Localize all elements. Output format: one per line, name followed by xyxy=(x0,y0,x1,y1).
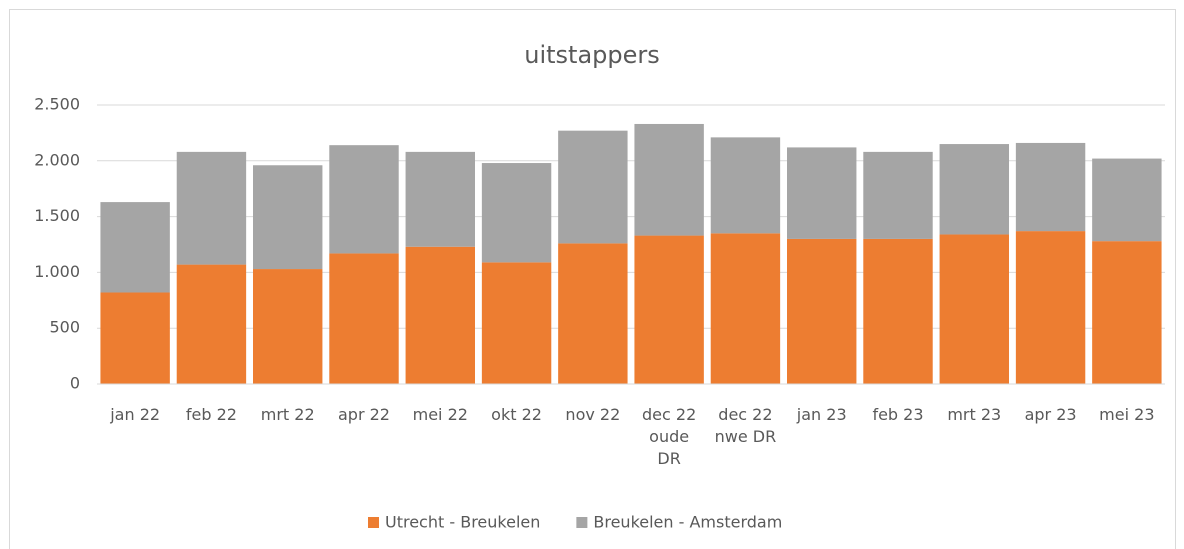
bar-segment xyxy=(253,165,323,270)
bar-segment xyxy=(176,151,247,265)
x-tick-label: feb 23 xyxy=(872,405,924,424)
x-tick-label: mrt 23 xyxy=(947,405,1002,424)
bar-segment xyxy=(1015,142,1086,232)
legend-swatch xyxy=(368,517,379,528)
y-tick-label: 1.000 xyxy=(34,262,80,281)
bar-segment xyxy=(253,269,323,384)
x-tick-label: okt 22 xyxy=(491,405,542,424)
bar-segment xyxy=(710,137,781,234)
bar-segment xyxy=(558,130,628,244)
bar-segment xyxy=(558,243,628,384)
bar-segment xyxy=(481,262,552,384)
bar-segment xyxy=(634,123,704,236)
x-tick-label: dec 22 nwe DR xyxy=(714,405,777,446)
y-tick-label: 0 xyxy=(70,374,80,393)
bar-segment xyxy=(863,238,933,384)
x-tick-label: dec 22 oude DR xyxy=(642,405,697,468)
bar-segment xyxy=(329,253,399,384)
bar-segment xyxy=(405,151,475,247)
x-tick-label: jan 22 xyxy=(110,405,161,424)
bar-segment xyxy=(1015,231,1086,384)
bar-segment xyxy=(1092,241,1162,384)
y-tick-label: 500 xyxy=(49,318,80,337)
x-tick-label: mei 23 xyxy=(1099,405,1155,424)
x-tick-label: nov 22 xyxy=(565,405,621,424)
legend-label: Utrecht - Breukelen xyxy=(385,513,540,532)
bar-segment xyxy=(176,264,247,384)
x-tick-label: apr 23 xyxy=(1024,405,1077,424)
bar-segment xyxy=(634,235,704,384)
legend-label: Breukelen - Amsterdam xyxy=(593,513,782,532)
bar-segment xyxy=(939,144,1009,235)
bar-segment xyxy=(1092,158,1162,242)
x-tick-label: feb 22 xyxy=(185,405,237,424)
x-tick-label: jan 23 xyxy=(796,405,847,424)
bar-segment xyxy=(787,147,857,239)
bar-segment xyxy=(787,238,857,384)
bar-segment xyxy=(710,233,781,384)
bar-segment xyxy=(481,163,552,263)
y-tick-label: 1.500 xyxy=(34,206,80,225)
bar-segment xyxy=(863,151,933,239)
bar-segment xyxy=(939,234,1009,384)
bar-segment xyxy=(405,246,475,384)
x-tick-label: apr 22 xyxy=(337,405,390,424)
y-tick-label: 2.000 xyxy=(34,150,80,169)
x-tick-label: mrt 22 xyxy=(260,405,315,424)
bar-segment xyxy=(329,145,399,254)
bar-segment xyxy=(100,202,170,293)
y-tick-label: 2.500 xyxy=(34,95,80,114)
legend-swatch xyxy=(576,517,588,528)
x-tick-label: mei 22 xyxy=(412,405,468,424)
chart-title: uitstappers xyxy=(524,41,660,69)
bar-segment xyxy=(100,292,170,384)
